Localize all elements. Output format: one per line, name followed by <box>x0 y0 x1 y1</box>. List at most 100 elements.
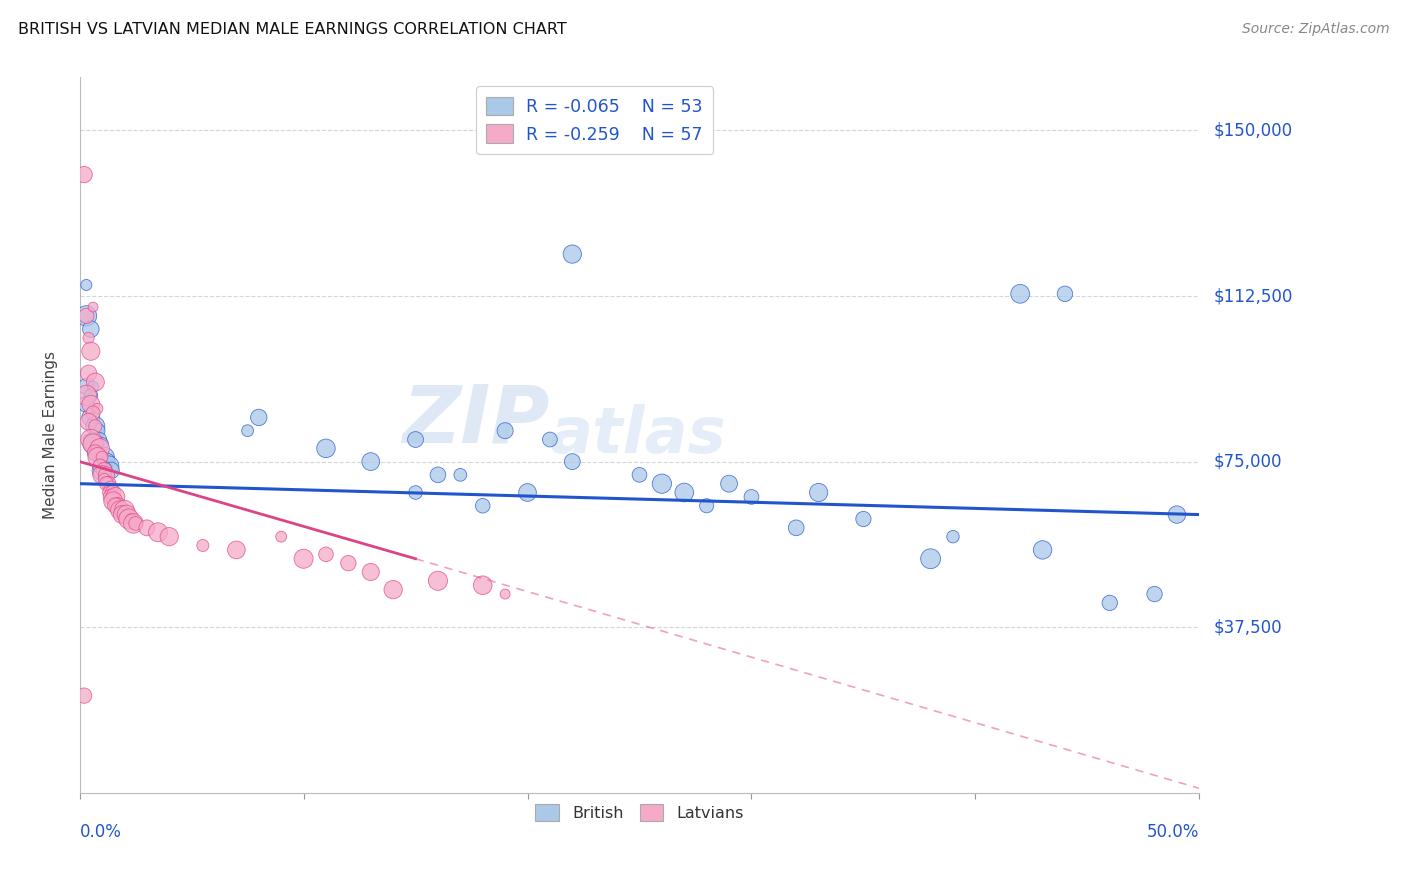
Point <box>360 565 382 579</box>
Point <box>86 401 108 416</box>
Point <box>91 450 114 465</box>
Text: $37,500: $37,500 <box>1213 618 1282 636</box>
Point <box>494 587 516 601</box>
Point <box>91 437 114 451</box>
Point <box>1143 587 1166 601</box>
Point <box>103 485 125 500</box>
Point <box>84 446 107 460</box>
Point <box>718 476 741 491</box>
Point <box>236 424 259 438</box>
Point <box>84 419 107 434</box>
Point <box>91 467 114 482</box>
Point <box>118 512 141 526</box>
Point <box>426 467 449 482</box>
Point <box>516 485 538 500</box>
Text: $112,500: $112,500 <box>1213 287 1292 305</box>
Point <box>538 433 561 447</box>
Point <box>315 547 337 561</box>
Point <box>93 463 115 477</box>
Point <box>93 450 115 465</box>
Point <box>405 433 427 447</box>
Point <box>111 508 134 522</box>
Point <box>96 476 118 491</box>
Point <box>115 508 138 522</box>
Point <box>107 499 129 513</box>
Point <box>785 521 807 535</box>
Point <box>1166 508 1188 522</box>
Point <box>82 300 104 314</box>
Point <box>84 419 107 434</box>
Point <box>100 490 122 504</box>
Point <box>86 450 108 465</box>
Legend: British, Latvians: British, Latvians <box>529 797 749 828</box>
Text: 50.0%: 50.0% <box>1147 823 1199 841</box>
Point <box>852 512 875 526</box>
Point <box>360 454 382 468</box>
Text: $75,000: $75,000 <box>1213 452 1282 471</box>
Point <box>89 442 111 456</box>
Point <box>97 485 120 500</box>
Point <box>73 689 96 703</box>
Point <box>1098 596 1121 610</box>
Point <box>157 530 180 544</box>
Text: 0.0%: 0.0% <box>80 823 121 841</box>
Point <box>1010 286 1032 301</box>
Point <box>673 485 696 500</box>
Point <box>292 551 315 566</box>
Point <box>807 485 830 500</box>
Text: atlas: atlas <box>550 404 727 467</box>
Point <box>1032 542 1054 557</box>
Point <box>628 467 651 482</box>
Point <box>942 530 965 544</box>
Point <box>696 499 718 513</box>
Point <box>73 168 96 182</box>
Point <box>104 490 127 504</box>
Point <box>471 499 494 513</box>
Point <box>114 503 136 517</box>
Text: $150,000: $150,000 <box>1213 121 1292 139</box>
Text: BRITISH VS LATVIAN MEDIAN MALE EARNINGS CORRELATION CHART: BRITISH VS LATVIAN MEDIAN MALE EARNINGS … <box>18 22 567 37</box>
Point <box>561 247 583 261</box>
Point <box>108 503 131 517</box>
Point <box>225 542 247 557</box>
Point <box>84 375 107 389</box>
Point <box>103 494 125 508</box>
Point <box>77 433 100 447</box>
Point <box>75 309 97 323</box>
Point <box>561 454 583 468</box>
Point <box>77 415 100 429</box>
Point <box>120 512 142 526</box>
Point <box>77 331 100 345</box>
Point <box>80 388 103 402</box>
Point <box>86 450 108 465</box>
Point <box>80 433 103 447</box>
Point <box>82 379 104 393</box>
Point <box>122 516 145 531</box>
Point <box>80 344 103 359</box>
Y-axis label: Median Male Earnings: Median Male Earnings <box>44 351 58 519</box>
Text: ZIP: ZIP <box>402 382 550 459</box>
Point <box>191 539 214 553</box>
Point <box>75 388 97 402</box>
Point <box>89 433 111 447</box>
Point <box>75 379 97 393</box>
Point <box>82 437 104 451</box>
Point <box>77 366 100 380</box>
Point <box>82 437 104 451</box>
Point <box>80 410 103 425</box>
Point <box>80 322 103 336</box>
Point <box>75 309 97 323</box>
Point <box>405 485 427 500</box>
Point <box>449 467 471 482</box>
Point <box>1053 286 1076 301</box>
Point <box>146 525 169 540</box>
Point <box>86 424 108 438</box>
Point <box>124 516 146 531</box>
Text: Source: ZipAtlas.com: Source: ZipAtlas.com <box>1241 22 1389 37</box>
Point <box>315 442 337 456</box>
Point <box>270 530 292 544</box>
Point <box>382 582 405 597</box>
Point <box>84 446 107 460</box>
Point <box>96 454 118 468</box>
Point <box>104 499 127 513</box>
